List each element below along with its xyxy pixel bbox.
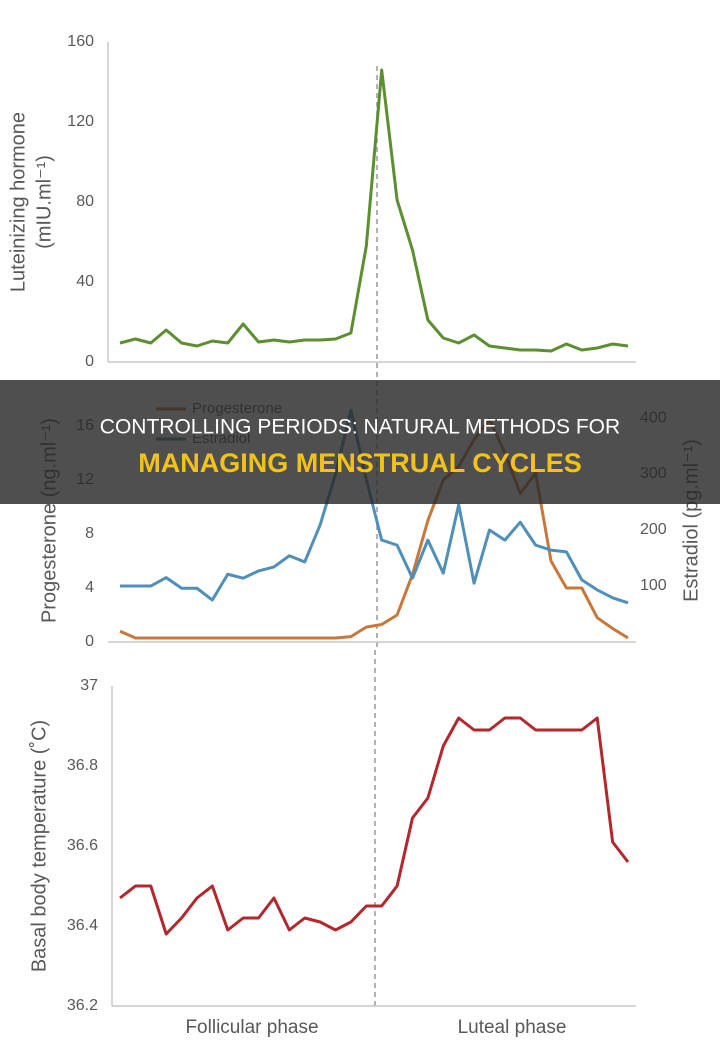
series-line (119, 417, 629, 640)
y2-tick-label: 100 (640, 577, 667, 594)
y-axis-label: (mIU.ml⁻¹) (33, 155, 55, 249)
y-tick-label: 36.4 (67, 917, 98, 934)
y-tick-label: 8 (85, 525, 94, 542)
series-line (119, 716, 630, 936)
y-tick-label: 0 (85, 633, 94, 650)
series-line (119, 68, 629, 353)
y2-tick-label: 200 (640, 521, 667, 538)
y-tick-label: 37 (80, 677, 98, 694)
y-tick-label: 160 (67, 33, 94, 50)
banner-title: CONTROLLING PERIODS: NATURAL METHODS FOR (100, 416, 620, 439)
banner-background (0, 380, 720, 504)
y-axis-label: Basal body temperature (˚C) (28, 720, 50, 972)
y-tick-label: 0 (85, 353, 94, 370)
y-tick-label: 36.6 (67, 837, 98, 854)
banner: CONTROLLING PERIODS: NATURAL METHODS FOR… (0, 380, 720, 504)
x-category-label: Follicular phase (185, 1017, 318, 1038)
y-tick-label: 4 (85, 579, 94, 596)
y-axis-label: Luteinizing hormone (7, 112, 29, 292)
y-tick-label: 120 (67, 113, 94, 130)
y-tick-label: 36.8 (67, 757, 98, 774)
banner-subtitle: MANAGING MENSTRUAL CYCLES (138, 448, 582, 478)
y-tick-label: 80 (76, 193, 94, 210)
x-category-label: Luteal phase (458, 1017, 567, 1038)
series-line (120, 408, 629, 605)
y-tick-label: 36.2 (67, 997, 98, 1014)
y-tick-label: 40 (76, 273, 94, 290)
